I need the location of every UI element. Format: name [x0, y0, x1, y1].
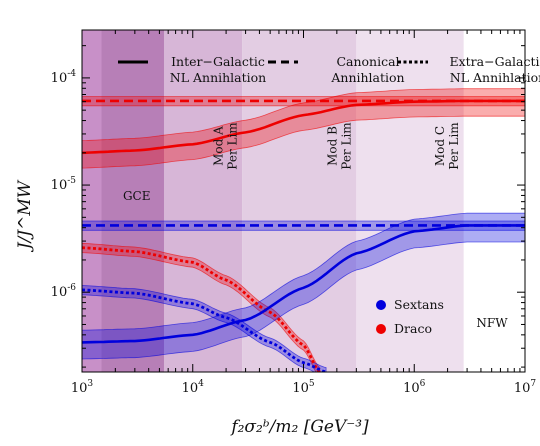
x-tick-label-3: 106 [403, 379, 426, 396]
y-tick-label-2: 10-4 [51, 69, 77, 86]
region-label-2-line0: Mod A [211, 126, 225, 166]
region-3 [242, 30, 357, 372]
legend-label-dashed-1: Canonical [336, 54, 399, 69]
legend-label-sextans: Sextans [394, 297, 444, 312]
region-0 [82, 30, 102, 372]
legend-label-dashed-2: Annihlation [330, 70, 404, 85]
region-label-4-line1: Per Lim [447, 122, 461, 170]
band-sextans-solid [82, 212, 525, 360]
x-tick-label-2: 105 [292, 379, 315, 396]
region-label-nfw: NFW [476, 316, 508, 330]
axis-labels: f₂σ₂ᵇ/m₂ [GeV⁻³] J/J^MW [15, 179, 369, 437]
y-tick-label-0: 10-6 [51, 283, 77, 300]
legend-label-draco: Draco [394, 321, 432, 336]
shaded-regions [82, 30, 525, 372]
legend-label-dotted-1: Extra−Galactic [449, 54, 540, 69]
line-draco-dotted [82, 246, 321, 372]
x-tick-label-1: 104 [182, 379, 205, 396]
band-sextans-dashed [82, 220, 525, 231]
band-draco-dotted [82, 242, 321, 372]
region-5 [463, 30, 525, 372]
x-tick-label-0: 103 [71, 379, 94, 396]
region-4 [356, 30, 464, 372]
region-1 [101, 30, 164, 372]
line-sextans-solid [82, 224, 525, 344]
x-axis-label: f₂σ₂ᵇ/m₂ [GeV⁻³] [229, 417, 369, 437]
band-draco-solid [82, 88, 525, 169]
region-label-3-line1: Per Lim [339, 122, 353, 170]
region-label-4-line0: Mod C [433, 126, 447, 166]
legend-marker-draco [376, 324, 386, 334]
legend-label-dotted-2: NL Annihlation [450, 70, 540, 85]
region-label-3-line0: Mod B [325, 126, 339, 166]
x-tick-label-4: 107 [514, 379, 537, 396]
line-sextans-dotted [82, 288, 327, 372]
region-2 [163, 30, 243, 372]
legend-label-solid-1: Inter−Galactic [171, 54, 265, 69]
y-axis-label: J/J^MW [15, 179, 35, 252]
legend-marker-sextans [376, 300, 386, 310]
band-draco-dashed [82, 96, 525, 107]
region-label-2-line1: Per Lim [225, 122, 239, 170]
legend-label-solid-2: NL Annihlation [170, 70, 266, 85]
region-label-gce: GCE [123, 189, 151, 203]
axes: 103 104 105 106 107 10-6 10-5 10-4 [51, 29, 537, 396]
series-lines [82, 99, 525, 372]
y-tick-label-1: 10-5 [51, 176, 77, 193]
